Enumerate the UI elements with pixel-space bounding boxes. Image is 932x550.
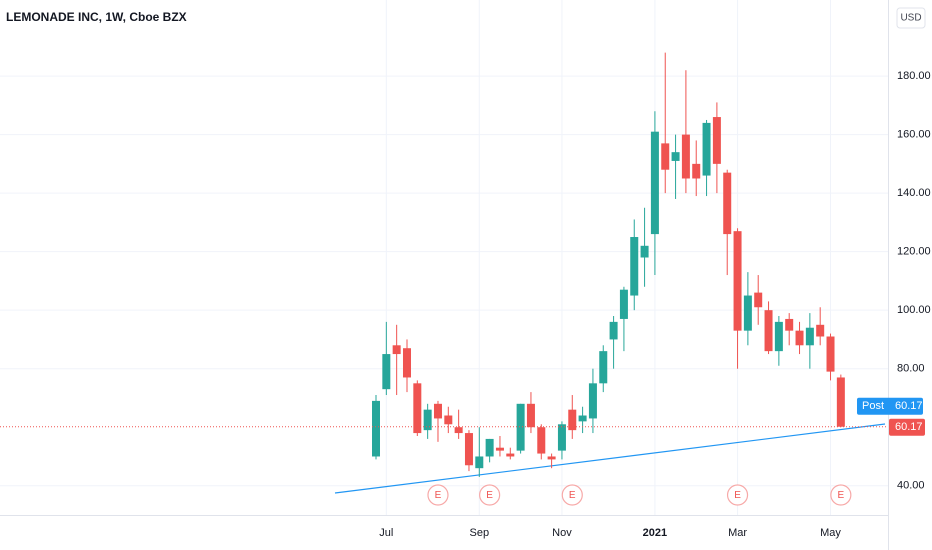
candle-body [454,427,463,434]
candle-body [495,447,504,451]
x-tick-label: Nov [552,527,572,539]
earnings-marker [479,484,501,506]
candle-body [702,122,711,176]
candle-body [433,403,442,419]
grid [0,0,888,515]
candle-body [402,348,411,378]
y-tick-label: 180.00 [897,70,931,82]
candle-body [547,456,556,460]
y-tick-label: 100.00 [897,304,931,316]
candle-body [485,438,494,457]
candle-body [640,245,649,258]
candle-body [392,345,401,355]
candle-body [372,400,380,457]
candle-body [826,336,835,372]
earnings-marker [726,484,749,506]
candle-body [557,424,566,451]
earnings-label: E [838,490,845,501]
candle-body [568,409,577,431]
currency-button[interactable] [896,7,926,29]
candle-body [795,330,804,346]
earnings-label: E [569,490,576,501]
candle-body [537,427,546,454]
y-tick-label: 140.00 [897,187,931,199]
candle-body [444,415,453,425]
earnings-marker [561,484,583,506]
chart-title: LEMONADE INC, 1W, Cboe BZX [6,10,187,24]
candle-body [671,152,680,161]
candle-body [712,117,721,164]
x-tick-label: Mar [728,527,747,539]
last-price: 60.17 [895,421,923,433]
x-tick-label: May [820,527,841,539]
earnings-marker [830,484,852,506]
candle-body [836,377,845,427]
candle-body [526,403,535,428]
candle-body [578,415,587,422]
candle-body [805,327,814,346]
candle-body [619,289,628,319]
last-price-box [889,418,925,436]
candle-body [506,453,515,457]
candle-body [630,237,639,296]
candle-body [681,134,690,179]
candle-body [609,321,618,340]
x-tick-label: Jul [379,527,393,539]
y-tick-label: 120.00 [897,246,931,258]
candle-body [723,172,732,235]
post-label: Post [862,400,884,412]
earnings-marker [427,484,449,506]
earnings-label: E [486,490,493,501]
candle-body [661,143,670,170]
candle-body [650,131,659,235]
candle-body [785,318,794,331]
candle-body [743,295,752,331]
x-tick-label: Sep [470,527,490,539]
earnings-label: E [435,490,442,501]
y-tick-label: 40.00 [897,480,925,492]
post-price-box [857,397,923,415]
y-tick-label: 80.00 [897,363,925,375]
candle-body [599,351,608,384]
candle-body [423,409,432,431]
earnings-label: E [734,490,741,501]
currency-label: USD [900,13,921,24]
candle-body [475,456,484,469]
candle-body [588,383,597,419]
candle-body [464,433,473,466]
y-tick-label: 160.00 [897,129,931,141]
trend-line [334,423,886,494]
candle-body [382,354,391,390]
x-tick-label: 2021 [643,527,667,539]
candle-body [692,163,701,179]
candle-body [764,310,773,352]
candle-body [774,321,783,352]
post-price: 60.17 [895,400,923,412]
candle-body [413,383,422,434]
candle-body [733,231,742,331]
candle-body [754,292,763,308]
candle-body [816,324,825,337]
candle-body [516,403,525,451]
